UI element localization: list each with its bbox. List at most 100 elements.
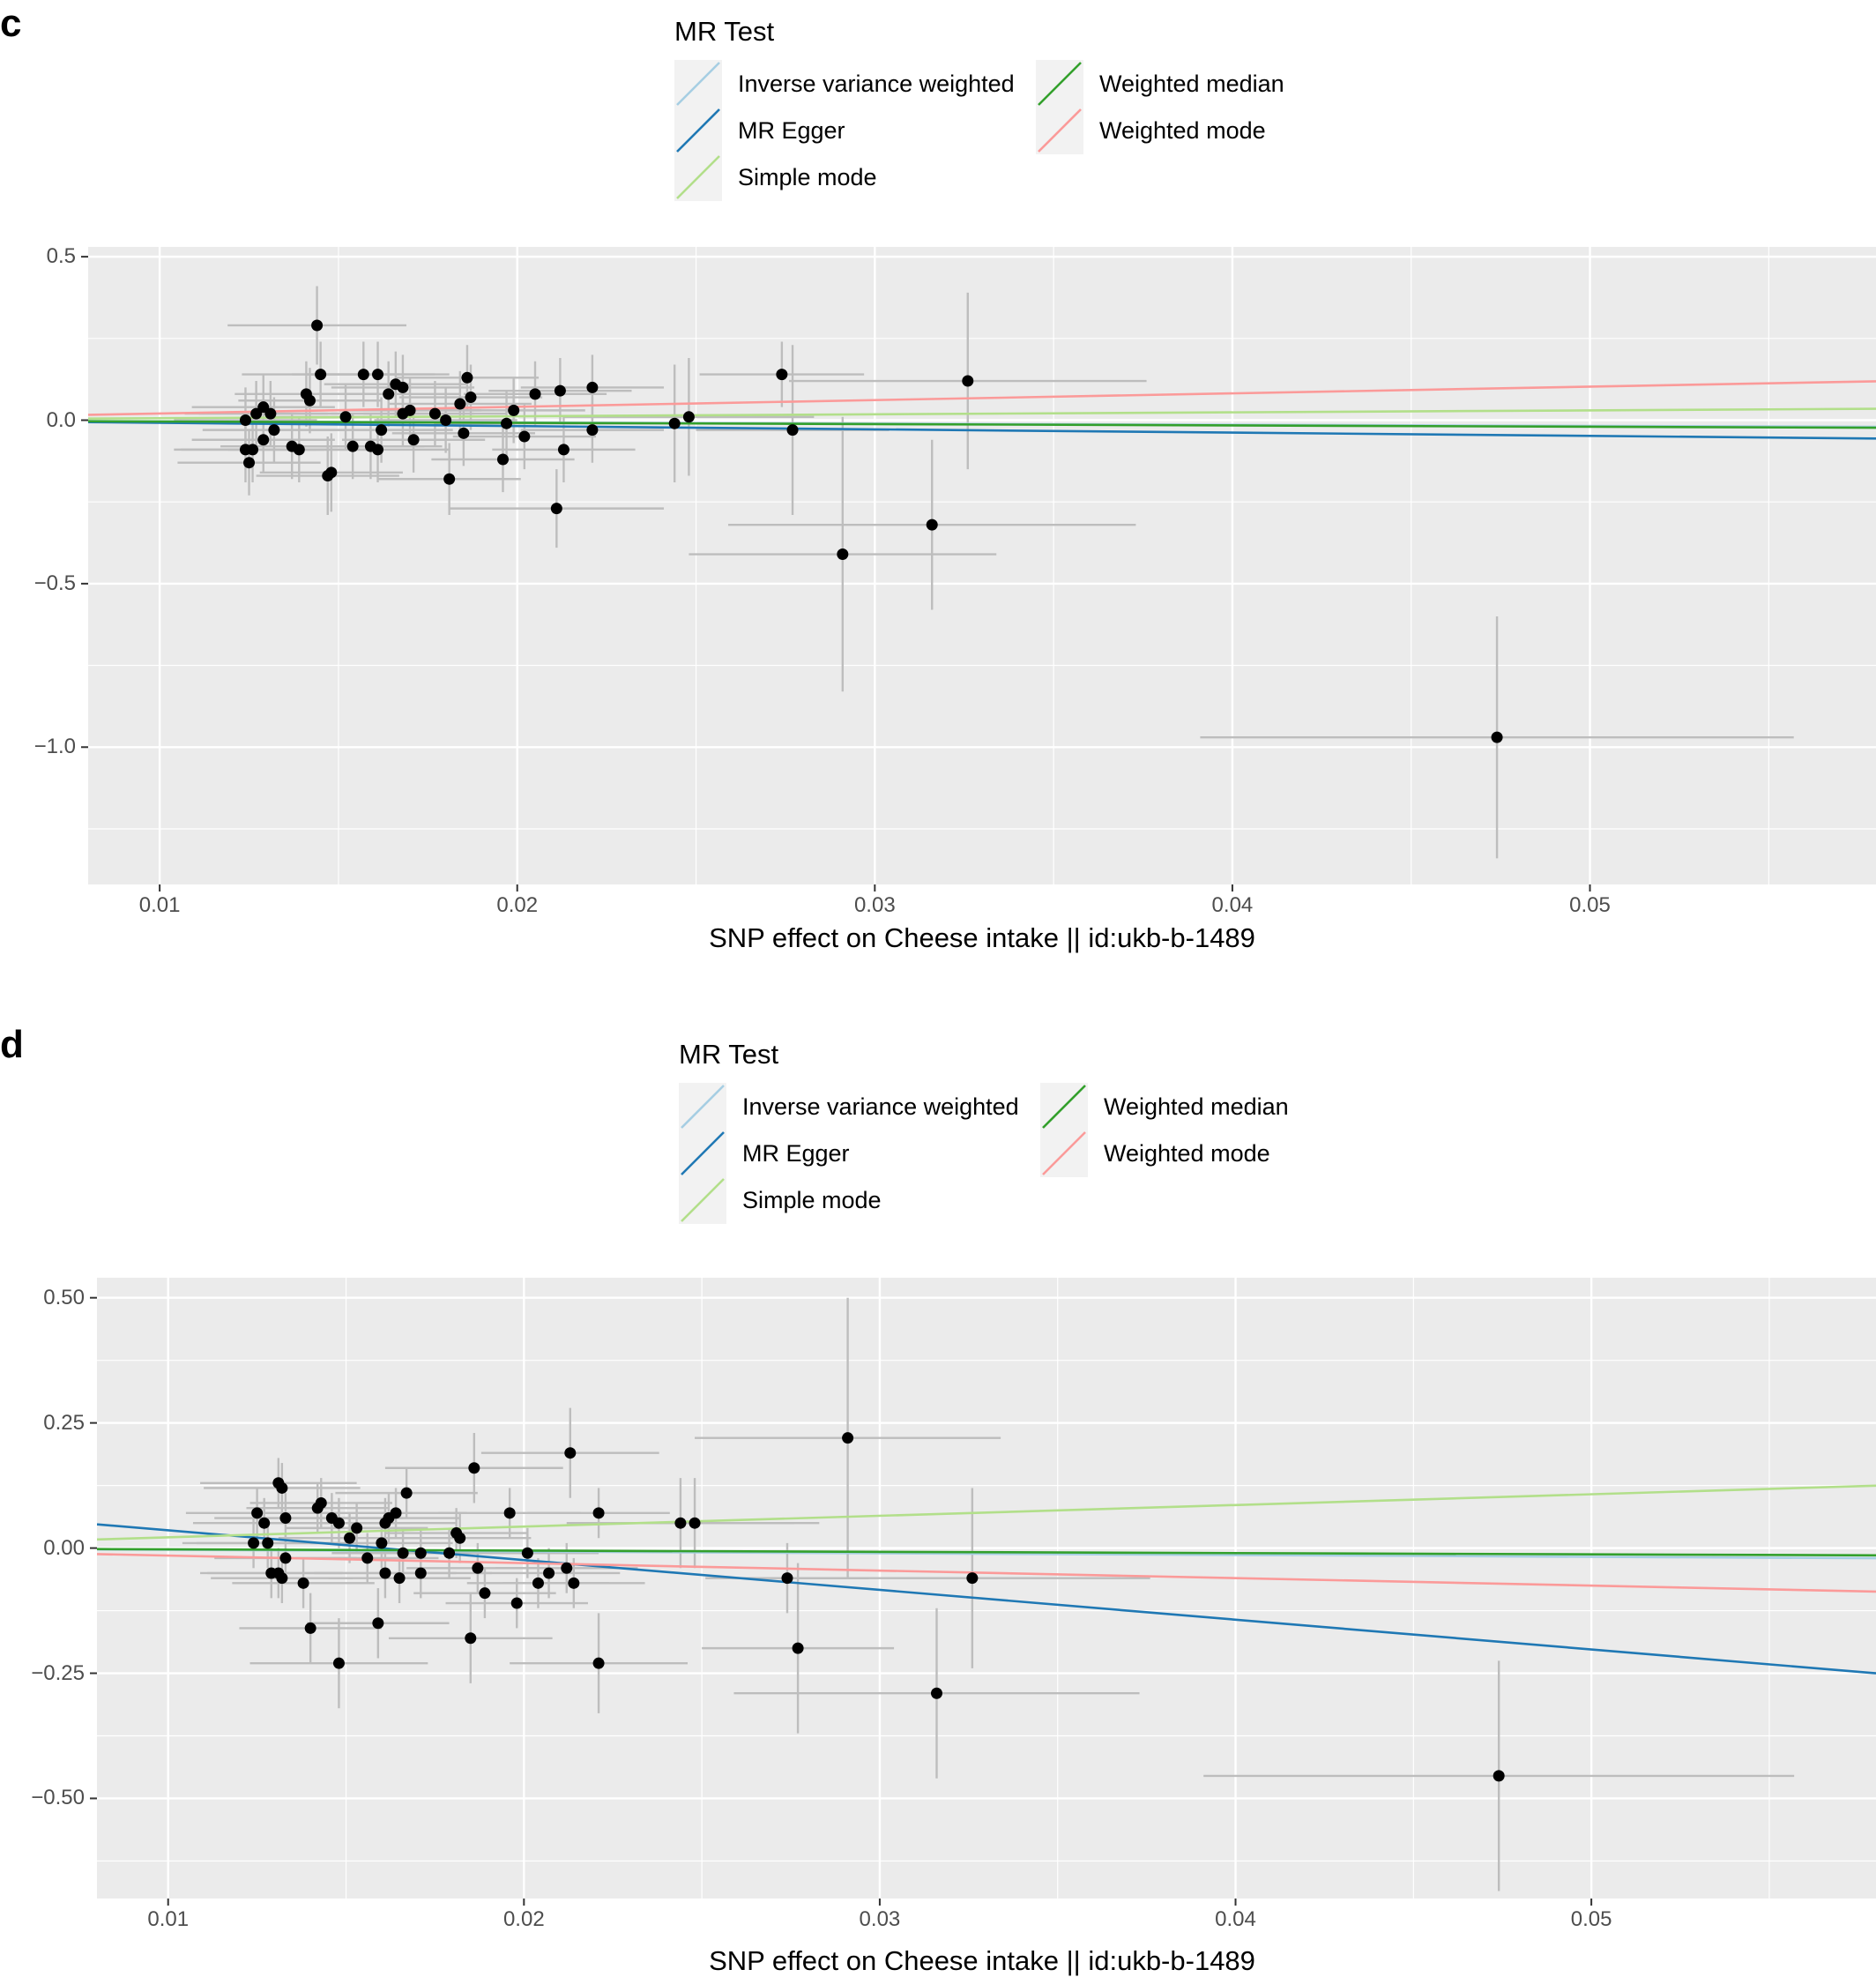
data-point (454, 398, 466, 410)
legend-key-glyph (681, 1178, 725, 1222)
data-point (561, 1562, 573, 1574)
regression-line-simple-mode (97, 1484, 1876, 1541)
data-point (465, 1632, 477, 1645)
x-tick-label: 0.02 (496, 893, 539, 917)
legend-label-mr-egger: MR Egger (742, 1140, 850, 1167)
data-point (379, 1567, 391, 1579)
data-point (592, 1657, 605, 1669)
y-tick-label: 0.25 (43, 1410, 85, 1435)
data-point (529, 388, 541, 400)
y-tick-label: −0.50 (31, 1786, 85, 1810)
chart-panel-d: d MR Test Inverse variance weighted MR Eg… (0, 1023, 1876, 1976)
regression-line-weighted-mode (88, 380, 1876, 416)
y-tick-label: 0.00 (43, 1535, 85, 1560)
data-point (268, 424, 280, 436)
data-point (376, 1537, 388, 1549)
plot-area (90, 1278, 1876, 1906)
data-point (776, 369, 788, 381)
x-tick-label: 0.02 (502, 1907, 545, 1931)
data-point (668, 417, 681, 429)
data-point (351, 1522, 363, 1534)
legend-key-glyph (676, 108, 720, 153)
data-point (397, 381, 409, 393)
x-tick-label: 0.03 (853, 893, 896, 917)
data-point (239, 444, 251, 456)
legend-label-simple-mode: Simple mode (742, 1187, 882, 1213)
y-tick-label: −0.5 (34, 571, 76, 595)
data-point (262, 1537, 274, 1549)
data-point (332, 1517, 345, 1529)
regression-line-simple-mode (88, 407, 1876, 421)
x-axis-label: SNP effect on Cheese intake || id:ukb-b-… (709, 922, 1255, 953)
data-point (297, 1577, 309, 1589)
data-point (550, 503, 562, 515)
data-point (532, 1577, 544, 1589)
data-point (276, 1481, 288, 1494)
legend-key-inverse-variance-weighted (679, 1083, 726, 1130)
data-point (239, 414, 251, 427)
legend-key-weighted-mode (1036, 107, 1083, 154)
data-point (479, 1587, 491, 1600)
data-point (501, 417, 513, 429)
regression-lines (97, 1484, 1876, 1675)
data-point (397, 1547, 409, 1559)
legend-key-line (1042, 1085, 1086, 1129)
data-point (279, 1512, 292, 1525)
data-point (293, 444, 305, 456)
data-point (258, 1517, 271, 1529)
data-point (372, 369, 384, 381)
legend-key-glyph (681, 1085, 725, 1129)
data-point (1491, 731, 1503, 743)
data-point (465, 392, 477, 404)
panel-letter-c: c (0, 2, 22, 45)
data-point (518, 430, 531, 443)
data-point (279, 1552, 292, 1564)
legend-key-glyph (1042, 1085, 1086, 1129)
data-point (251, 1507, 264, 1519)
legend-key-line (681, 1085, 725, 1129)
legend-label-weighted-mode: Weighted mode (1099, 117, 1266, 144)
legend-label-mr-egger: MR Egger (738, 117, 845, 144)
data-point (339, 411, 352, 423)
data-point (407, 434, 420, 446)
plot-area (81, 247, 1876, 892)
data-point (372, 1617, 384, 1630)
legend-label-weighted-mode: Weighted mode (1104, 1140, 1270, 1167)
legend-key-line (1038, 62, 1082, 106)
data-point (276, 1572, 288, 1585)
plot-background (97, 1278, 1876, 1899)
data-point (781, 1572, 793, 1585)
data-point (400, 1487, 413, 1499)
data-point (554, 384, 566, 397)
data-point (397, 407, 409, 420)
data-point (468, 1462, 480, 1474)
data-point (786, 424, 799, 436)
regression-line-weighted-median (97, 1548, 1876, 1557)
legend-key-glyph (1038, 108, 1082, 153)
x-axis-label: SNP effect on Cheese intake || id:ukb-b-… (709, 1945, 1255, 1976)
legend-key-inverse-variance-weighted (674, 60, 722, 108)
data-point (496, 453, 509, 466)
y-tick-label: −0.25 (31, 1660, 85, 1685)
y-tick-label: −1.0 (34, 735, 76, 759)
data-point (264, 407, 277, 420)
data-point (674, 1517, 687, 1529)
x-tick-label: 0.05 (1570, 1907, 1612, 1931)
data-point (521, 1547, 533, 1559)
data-point (568, 1577, 580, 1589)
data-point (1493, 1770, 1505, 1782)
legend-title: MR Test (679, 1039, 779, 1070)
data-point (564, 1447, 577, 1459)
data-point (440, 414, 452, 427)
data-point (926, 518, 938, 531)
data-point (361, 1552, 374, 1564)
legend-key-weighted-median (1036, 60, 1083, 108)
legend-label-inverse-variance-weighted: Inverse variance weighted (738, 71, 1015, 97)
legend-key-simple-mode (674, 153, 722, 201)
data-point (250, 407, 263, 420)
data-point (372, 444, 384, 456)
regression-line-mr-egger (88, 421, 1876, 440)
data-point (443, 1547, 456, 1559)
legend-key-glyph (676, 155, 720, 199)
data-point (592, 1507, 605, 1519)
